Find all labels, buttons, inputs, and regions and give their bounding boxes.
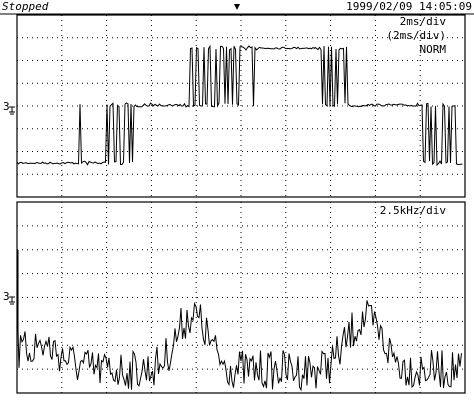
timestamp: 1999/02/09 14:05:09: [346, 0, 472, 13]
span: 2.5kHz/div: [380, 204, 447, 217]
spectrum: [17, 250, 462, 392]
upper-panel: 2ms/div (2ms/div) NORM 3: [3, 14, 466, 198]
grid: [17, 202, 465, 393]
zoom-timebase: (2ms/div): [386, 29, 446, 42]
channel-marker: 3: [3, 290, 10, 303]
trigger-mode: NORM: [420, 43, 447, 56]
grid: [17, 15, 465, 197]
status: Stopped: [2, 0, 49, 13]
timebase: 2ms/div: [400, 15, 447, 28]
ground-symbol: [9, 296, 15, 305]
trigger-marker: [234, 4, 240, 10]
waveform: [16, 44, 463, 167]
ground-symbol: [9, 106, 15, 115]
channel-marker: 3: [3, 100, 10, 113]
lower-panel: 2.5kHz/div 3: [3, 201, 466, 394]
